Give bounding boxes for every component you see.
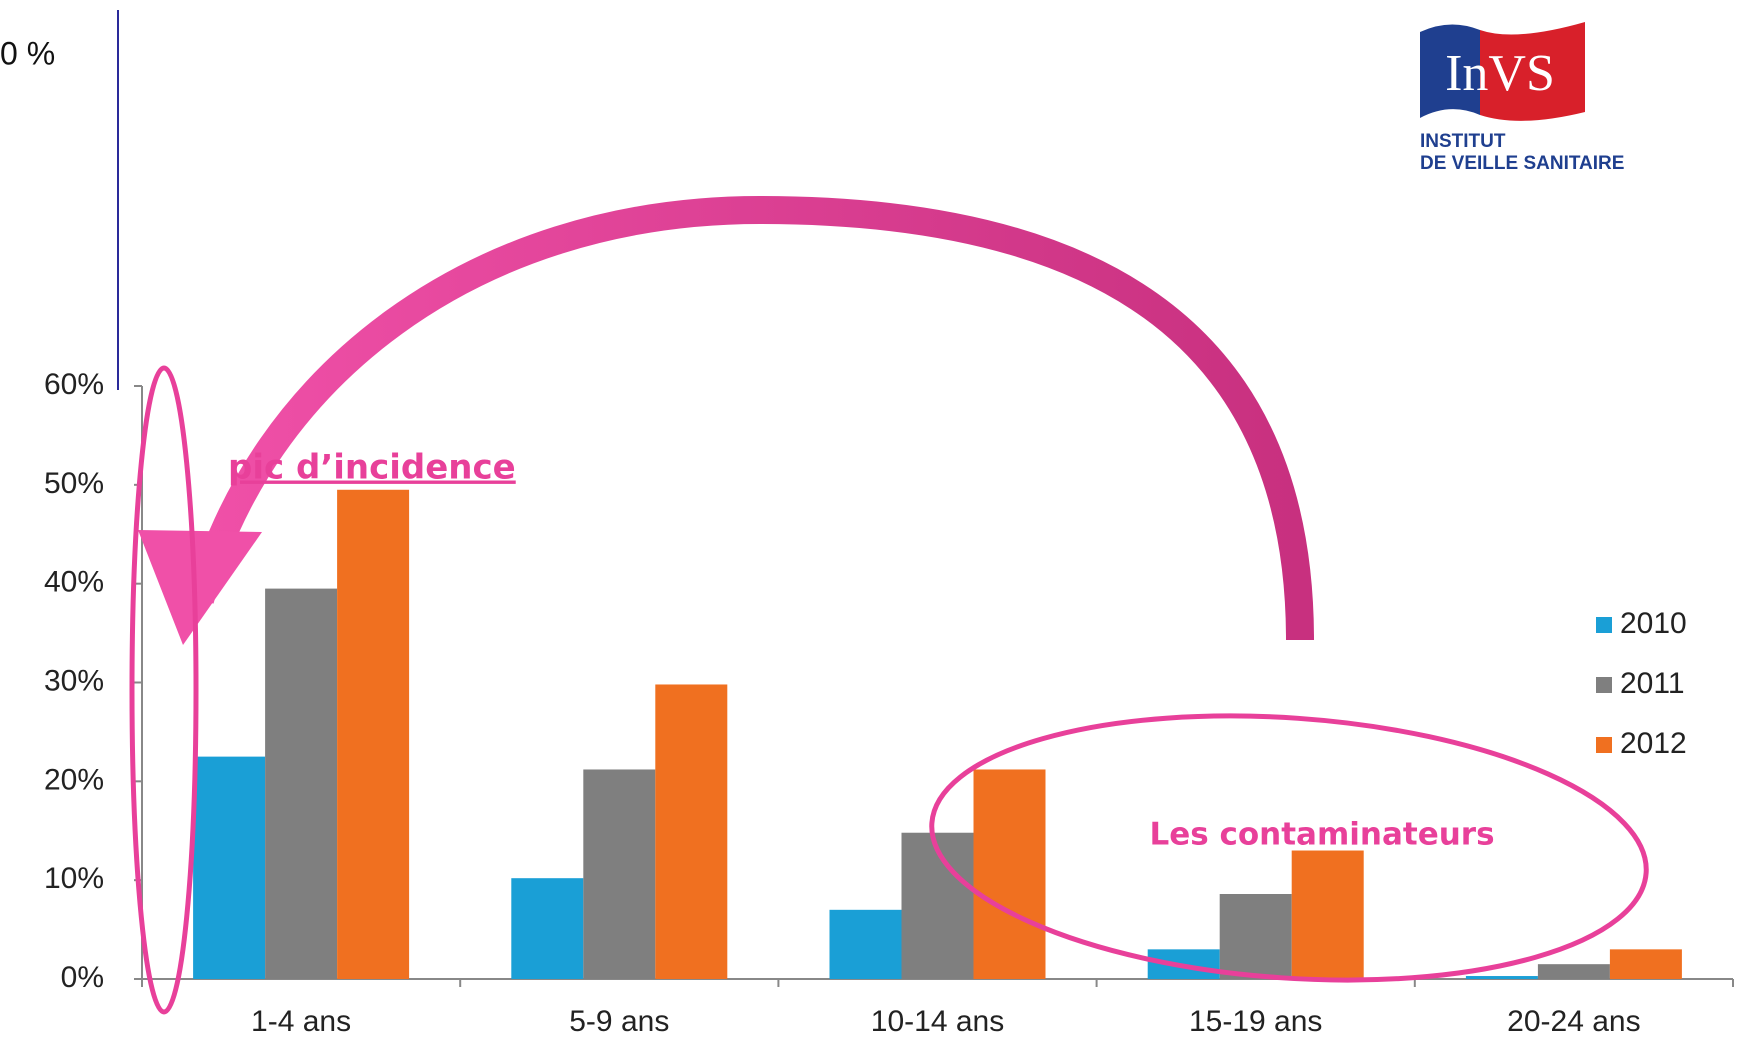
bar <box>1465 976 1538 979</box>
annotation: pic d’incidence <box>228 448 516 488</box>
y-tick-label: 50% <box>44 467 104 500</box>
bar <box>337 489 410 979</box>
bar <box>1537 964 1610 979</box>
legend-swatch <box>1596 737 1612 753</box>
annotation: Les contaminateurs <box>1149 817 1494 853</box>
x-tick-label: 1-4 ans <box>251 1005 351 1038</box>
legend-swatch <box>1596 617 1612 633</box>
x-tick-label: 15-19 ans <box>1189 1005 1322 1038</box>
x-tick-label: 10-14 ans <box>871 1005 1004 1038</box>
logo-flag-blue <box>1420 24 1480 118</box>
legend-label: 2011 <box>1620 667 1685 700</box>
bar <box>901 832 974 979</box>
logo-flag-red <box>1480 22 1585 121</box>
bar <box>1219 894 1292 979</box>
legend-label: 2010 <box>1620 607 1687 640</box>
bar <box>583 769 656 979</box>
highlight-ellipse <box>929 713 1649 983</box>
cut-label: 0 % <box>0 35 55 71</box>
curved-arrow <box>186 195 1314 641</box>
highlight-ellipse <box>129 365 199 1015</box>
bar <box>193 756 266 979</box>
bar <box>1291 850 1364 979</box>
bar <box>511 878 584 979</box>
y-tick-label: 30% <box>44 664 104 697</box>
logo-line: DE VEILLE SANITAIRE <box>1420 153 1624 174</box>
x-tick-label: 5-9 ans <box>569 1005 669 1038</box>
y-tick-label: 0% <box>61 961 104 994</box>
bar <box>829 909 902 979</box>
bar <box>1609 949 1682 979</box>
bar <box>265 588 338 979</box>
y-tick-label: 40% <box>44 566 104 599</box>
legend-label: 2012 <box>1620 727 1687 760</box>
logo-line: INSTITUT <box>1420 131 1506 152</box>
legend-swatch <box>1596 677 1612 693</box>
bar <box>655 684 728 979</box>
decorations: pic d’incidence Les contaminateurs <box>129 195 1649 1015</box>
x-tick-label: 20-24 ans <box>1507 1005 1640 1038</box>
y-tick-label: 10% <box>44 862 104 895</box>
plot: 0% 10% 20% 30% 40% 50% 60% 1-4 ans 5-9 ans 10-14 … <box>44 368 1734 1038</box>
arrow-head <box>138 530 262 645</box>
y-tick-label: 20% <box>44 763 104 796</box>
logo: InVS INSTITUT DE VEILLE SANITAIRE <box>1420 22 1624 174</box>
bar <box>973 769 1046 979</box>
y-tick-label: 60% <box>44 368 104 401</box>
logo-name: InVS <box>1445 45 1555 102</box>
